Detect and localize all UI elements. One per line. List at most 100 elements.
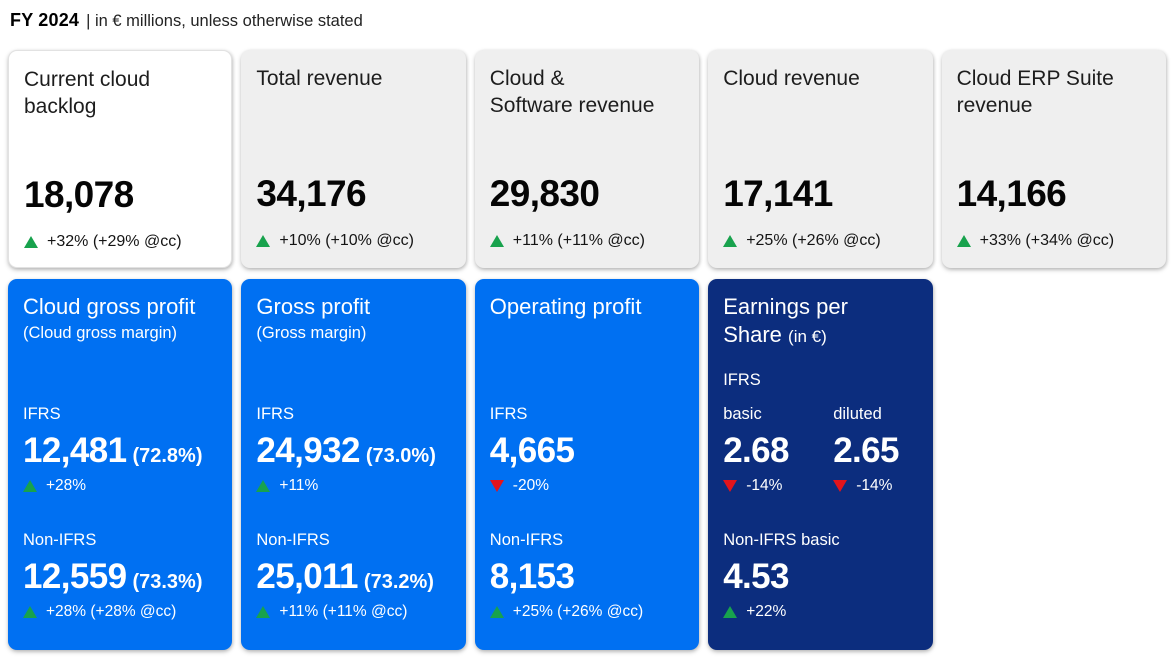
eps-diluted-change: -14% — [833, 477, 926, 495]
ifrs-section: IFRS 12,481 (72.8%) +28% — [23, 405, 226, 495]
page-title: FY 2024 — [10, 10, 80, 30]
eps-non-ifrs-section: Non-IFRS basic 4.53 +22% — [723, 531, 926, 621]
kpi-change: +33% (+34% @cc) — [956, 232, 1158, 250]
kpi-change: +32% (+29% @cc) — [24, 233, 223, 251]
value-margin: (73.3%) — [132, 571, 203, 593]
non-ifrs-change: +28% (+28% @cc) — [23, 603, 226, 621]
kpi-change: +11% (+11% @cc) — [489, 232, 691, 250]
ifrs-change: +28% — [23, 477, 226, 495]
profit-card-gross-profit: Gross profit (Gross margin) IFRS 24,932(… — [241, 279, 466, 650]
kpi-grid: Current cloud backlog 18,078 +32% (+29% … — [8, 50, 1166, 650]
value-number: 4,665 — [489, 431, 575, 470]
triangle-down-icon — [489, 479, 504, 492]
eps-basic-label: basic — [723, 405, 762, 423]
profit-card-title: Gross profit — [256, 294, 371, 319]
kpi-change: +10% (+10% @cc) — [256, 232, 457, 250]
kpi-change-text: +32% (+29% @cc) — [47, 233, 182, 250]
change-text: -20% — [512, 476, 549, 494]
ifrs-value: 12,481 (72.8%) — [23, 432, 226, 470]
kpi-value: 17,141 — [723, 173, 833, 214]
kpi-change-text: +25% (+26% @cc) — [746, 232, 881, 249]
value-number: 12,481 — [23, 431, 127, 470]
eps-title-unit: (in €) — [788, 326, 827, 346]
value-number: 25,011 — [256, 557, 358, 596]
kpi-title: Current cloud backlog — [24, 68, 151, 119]
eps-card-title: Earnings per Share (in €) — [723, 293, 924, 348]
triangle-up-icon — [489, 605, 504, 618]
ifrs-change: +11% — [256, 477, 459, 495]
kpi-title: Cloud revenue — [723, 67, 860, 90]
non-ifrs-section: Non-IFRS 25,011 (73.2%) +11% (+11% @cc) — [256, 531, 459, 621]
kpi-card-current-cloud-backlog: Current cloud backlog 18,078 +32% (+29% … — [8, 50, 233, 268]
value-margin: (73.2%) — [363, 571, 434, 593]
profit-card-head: Operating profit — [490, 293, 691, 321]
triangle-down-icon — [723, 479, 738, 492]
value-number: 8,153 — [489, 557, 575, 596]
value-margin: (73.0%) — [365, 445, 436, 467]
triangle-up-icon — [23, 479, 37, 492]
kpi-change: +25% (+26% @cc) — [723, 232, 924, 250]
profit-card-head: Gross profit (Gross margin) — [256, 293, 457, 344]
profit-card-subtitle: (Cloud gross margin) — [23, 323, 178, 342]
change-text: -14% — [746, 476, 783, 494]
kpi-title: Cloud & Software revenue — [489, 67, 655, 118]
ifrs-value: 4,665 — [490, 432, 693, 470]
non-ifrs-change: +11% (+11% @cc) — [256, 603, 459, 621]
eps-basic-change: -14% — [723, 477, 833, 495]
change-text: +28% (+28% @cc) — [46, 602, 177, 620]
triangle-up-icon — [723, 235, 738, 247]
triangle-up-icon — [256, 479, 271, 492]
kpi-change-text: +33% (+34% @cc) — [979, 232, 1115, 249]
non-ifrs-section: Non-IFRS 8,153 +25% (+26% @cc) — [489, 531, 693, 621]
triangle-up-icon — [256, 605, 271, 618]
kpi-title: Cloud ERP Suite revenue — [956, 67, 1114, 118]
value-number: 24,932 — [256, 431, 360, 470]
page-header: FY 2024 | in € millions, unless otherwis… — [8, 8, 1166, 31]
kpi-value: 34,176 — [256, 173, 366, 214]
triangle-up-icon — [256, 235, 271, 247]
non-ifrs-label: Non-IFRS — [489, 531, 564, 549]
ifrs-section: IFRS 24,932 (73.0%) +11% — [256, 405, 459, 495]
non-ifrs-value: 8,153 — [490, 558, 693, 596]
eps-card: Earnings per Share (in €) IFRS basic 2.6… — [708, 279, 933, 650]
eps-diluted-column: diluted 2.65 -14% — [833, 405, 926, 495]
kpi-card-cloud-revenue: Cloud revenue 17,141 +25% (+26% @cc) — [708, 50, 933, 268]
value-margin: (72.8%) — [132, 445, 203, 467]
eps-non-ifrs-label: Non-IFRS basic — [723, 531, 840, 549]
profit-card-title: Cloud gross profit — [23, 294, 196, 319]
change-text: +25% (+26% @cc) — [512, 602, 644, 620]
ifrs-change: -20% — [489, 476, 693, 495]
change-text: -14% — [856, 476, 893, 494]
triangle-down-icon — [833, 479, 848, 492]
non-ifrs-change: +25% (+26% @cc) — [489, 602, 693, 621]
triangle-up-icon — [956, 235, 971, 247]
eps-ifrs-label: IFRS — [723, 371, 761, 389]
profit-card-head: Cloud gross profit (Cloud gross margin) — [23, 293, 224, 344]
non-ifrs-label: Non-IFRS — [23, 531, 97, 549]
profit-card-title: Operating profit — [489, 294, 642, 319]
triangle-up-icon — [723, 605, 738, 618]
triangle-up-icon — [23, 605, 37, 618]
kpi-change-text: +10% (+10% @cc) — [279, 232, 414, 249]
change-text: +11% — [279, 476, 319, 494]
kpi-value: 14,166 — [956, 173, 1067, 214]
eps-non-ifrs-change: +22% — [723, 603, 926, 621]
kpi-card-total-revenue: Total revenue 34,176 +10% (+10% @cc) — [241, 50, 466, 268]
profit-card-subtitle: (Gross margin) — [256, 323, 367, 342]
eps-columns: basic 2.68 -14% diluted 2.65 -14% — [723, 405, 926, 495]
value-number: 12,559 — [23, 557, 127, 596]
eps-title-text: Earnings per Share — [723, 294, 848, 347]
ifrs-label: IFRS — [256, 405, 294, 423]
eps-card-head: Earnings per Share (in €) — [723, 293, 924, 348]
change-text: +22% — [746, 602, 787, 620]
eps-diluted-label: diluted — [833, 405, 882, 423]
ifrs-label: IFRS — [489, 405, 528, 423]
kpi-title: Total revenue — [256, 67, 383, 90]
kpi-value: 18,078 — [24, 174, 134, 215]
ifrs-value: 24,932 (73.0%) — [256, 432, 459, 470]
non-ifrs-value: 25,011 (73.2%) — [256, 558, 459, 596]
eps-diluted-value: 2.65 — [833, 431, 899, 470]
eps-basic-value: 2.68 — [723, 431, 789, 470]
non-ifrs-value: 12,559 (73.3%) — [23, 558, 226, 596]
